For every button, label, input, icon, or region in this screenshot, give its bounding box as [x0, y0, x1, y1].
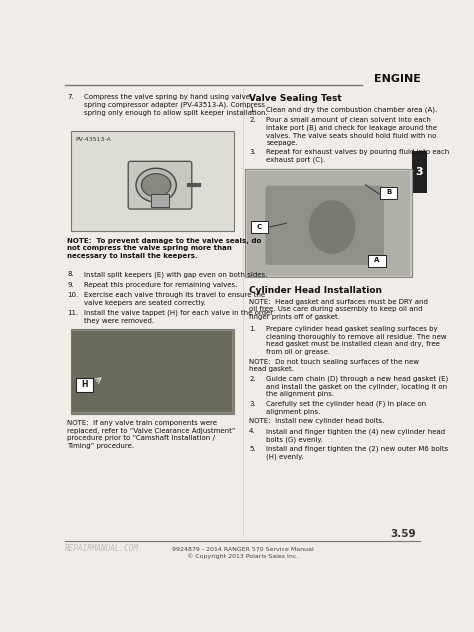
- FancyBboxPatch shape: [128, 161, 192, 209]
- Text: NOTE:  To prevent damage to the valve seals, do
not compress the valve spring mo: NOTE: To prevent damage to the valve sea…: [67, 238, 261, 258]
- Text: Repeat this procedure for remaining valves.: Repeat this procedure for remaining valv…: [84, 282, 237, 288]
- Ellipse shape: [136, 168, 176, 202]
- Text: B: B: [386, 190, 391, 195]
- Text: 9.: 9.: [67, 282, 74, 288]
- Bar: [245, 169, 412, 277]
- FancyBboxPatch shape: [251, 221, 268, 233]
- Text: Clean and dry the combustion chamber area (A).: Clean and dry the combustion chamber are…: [266, 107, 438, 113]
- Text: Guide cam chain (D) through a new head gasket (E)
and install the gasket on the : Guide cam chain (D) through a new head g…: [266, 376, 448, 398]
- Text: Repeat for exhaust valves by pouring fluid into each
exhaust port (C).: Repeat for exhaust valves by pouring flu…: [266, 149, 449, 164]
- Text: 5.: 5.: [249, 446, 256, 452]
- Text: H: H: [82, 380, 88, 389]
- Text: 3.: 3.: [249, 149, 256, 155]
- Bar: [71, 131, 234, 231]
- Bar: [151, 195, 169, 207]
- Text: 10.: 10.: [67, 292, 78, 298]
- Text: Install and finger tighten the (4) new cylinder head
bolts (G) evenly.: Install and finger tighten the (4) new c…: [266, 428, 445, 442]
- Text: A: A: [374, 257, 380, 264]
- Text: Exercise each valve through its travel to ensure the
valve keepers are seated co: Exercise each valve through its travel t…: [84, 292, 265, 306]
- Text: 3.59: 3.59: [390, 530, 416, 539]
- Bar: [412, 150, 427, 193]
- Text: 7.: 7.: [67, 94, 74, 100]
- Ellipse shape: [309, 200, 356, 254]
- Text: 9924879 - 2014 RANGER 570 Service Manual
© Copyright 2013 Polaris Sales Inc.: 9924879 - 2014 RANGER 570 Service Manual…: [172, 547, 314, 559]
- FancyBboxPatch shape: [368, 255, 385, 267]
- Text: PV-43513-A: PV-43513-A: [75, 137, 111, 142]
- Text: NOTE:  If any valve train components were
replaced, refer to “Valve Clearance Ad: NOTE: If any valve train components were…: [67, 420, 236, 449]
- Text: 1.: 1.: [249, 107, 256, 112]
- Text: Carefully set the cylinder head (F) in place on
alignment pins.: Carefully set the cylinder head (F) in p…: [266, 401, 426, 415]
- Text: Pour a small amount of clean solvent into each
intake port (B) and check for lea: Pour a small amount of clean solvent int…: [266, 117, 437, 146]
- Ellipse shape: [141, 174, 171, 197]
- Bar: [73, 331, 232, 412]
- Text: Install split keepers (E) with gap even on both sides.: Install split keepers (E) with gap even …: [84, 271, 267, 278]
- Text: Cylinder Head Installation: Cylinder Head Installation: [249, 286, 382, 295]
- Text: 8.: 8.: [67, 271, 74, 277]
- Text: Prepare cylinder head gasket sealing surfaces by
cleaning thoroughly to remove a: Prepare cylinder head gasket sealing sur…: [266, 327, 447, 355]
- Text: 11.: 11.: [67, 310, 78, 316]
- Text: NOTE:  Install new cylinder head bolts.: NOTE: Install new cylinder head bolts.: [249, 418, 384, 425]
- Text: 1.: 1.: [249, 327, 256, 332]
- Text: Install the valve tappet (H) for each valve in the order
they were removed.: Install the valve tappet (H) for each va…: [84, 310, 273, 324]
- FancyBboxPatch shape: [380, 187, 397, 200]
- FancyBboxPatch shape: [76, 378, 93, 392]
- Bar: [247, 171, 410, 276]
- Text: ENGINE: ENGINE: [374, 73, 420, 83]
- Text: NOTE:  Head gasket and surfaces must be DRY and
oil free. Use care during assemb: NOTE: Head gasket and surfaces must be D…: [249, 299, 428, 320]
- Text: 4.: 4.: [249, 428, 256, 434]
- Bar: [71, 329, 234, 414]
- Text: 3: 3: [415, 167, 423, 177]
- Text: Install and finger tighten the (2) new outer M6 bolts
(H) evenly.: Install and finger tighten the (2) new o…: [266, 446, 448, 460]
- Text: REPAIRMANUAL.COM: REPAIRMANUAL.COM: [65, 544, 139, 553]
- Text: 2.: 2.: [249, 376, 256, 382]
- Text: C: C: [256, 224, 262, 230]
- Text: Valve Sealing Test: Valve Sealing Test: [249, 94, 342, 103]
- Text: Compress the valve spring by hand using valve
spring compressor adapter (PV-4351: Compress the valve spring by hand using …: [84, 94, 268, 116]
- FancyBboxPatch shape: [265, 186, 384, 265]
- Text: 3.: 3.: [249, 401, 256, 407]
- Text: 2.: 2.: [249, 117, 256, 123]
- Text: NOTE:  Do not touch sealing surfaces of the new
head gasket.: NOTE: Do not touch sealing surfaces of t…: [249, 359, 419, 372]
